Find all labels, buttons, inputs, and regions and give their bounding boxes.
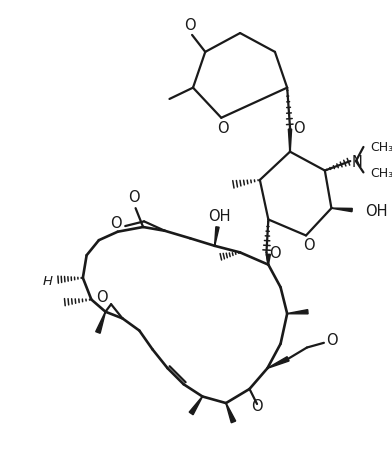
Polygon shape [331,209,352,212]
Polygon shape [289,130,292,152]
Text: H: H [43,274,53,288]
Text: O: O [110,215,122,230]
Text: O: O [184,18,196,33]
Polygon shape [226,403,236,423]
Polygon shape [287,310,308,314]
Text: CH₃: CH₃ [370,167,392,179]
Text: O: O [128,190,140,205]
Text: O: O [303,238,315,253]
Polygon shape [214,227,219,246]
Text: O: O [251,399,263,414]
Polygon shape [266,255,270,265]
Polygon shape [267,357,289,369]
Polygon shape [189,397,203,415]
Text: OH: OH [365,203,388,218]
Text: O: O [327,333,338,348]
Text: CH₃: CH₃ [370,141,392,154]
Text: N: N [351,154,362,169]
Polygon shape [96,312,105,334]
Text: OH: OH [208,209,230,224]
Text: O: O [269,245,281,260]
Text: O: O [96,289,107,304]
Text: O: O [217,121,229,136]
Text: O: O [293,121,304,136]
